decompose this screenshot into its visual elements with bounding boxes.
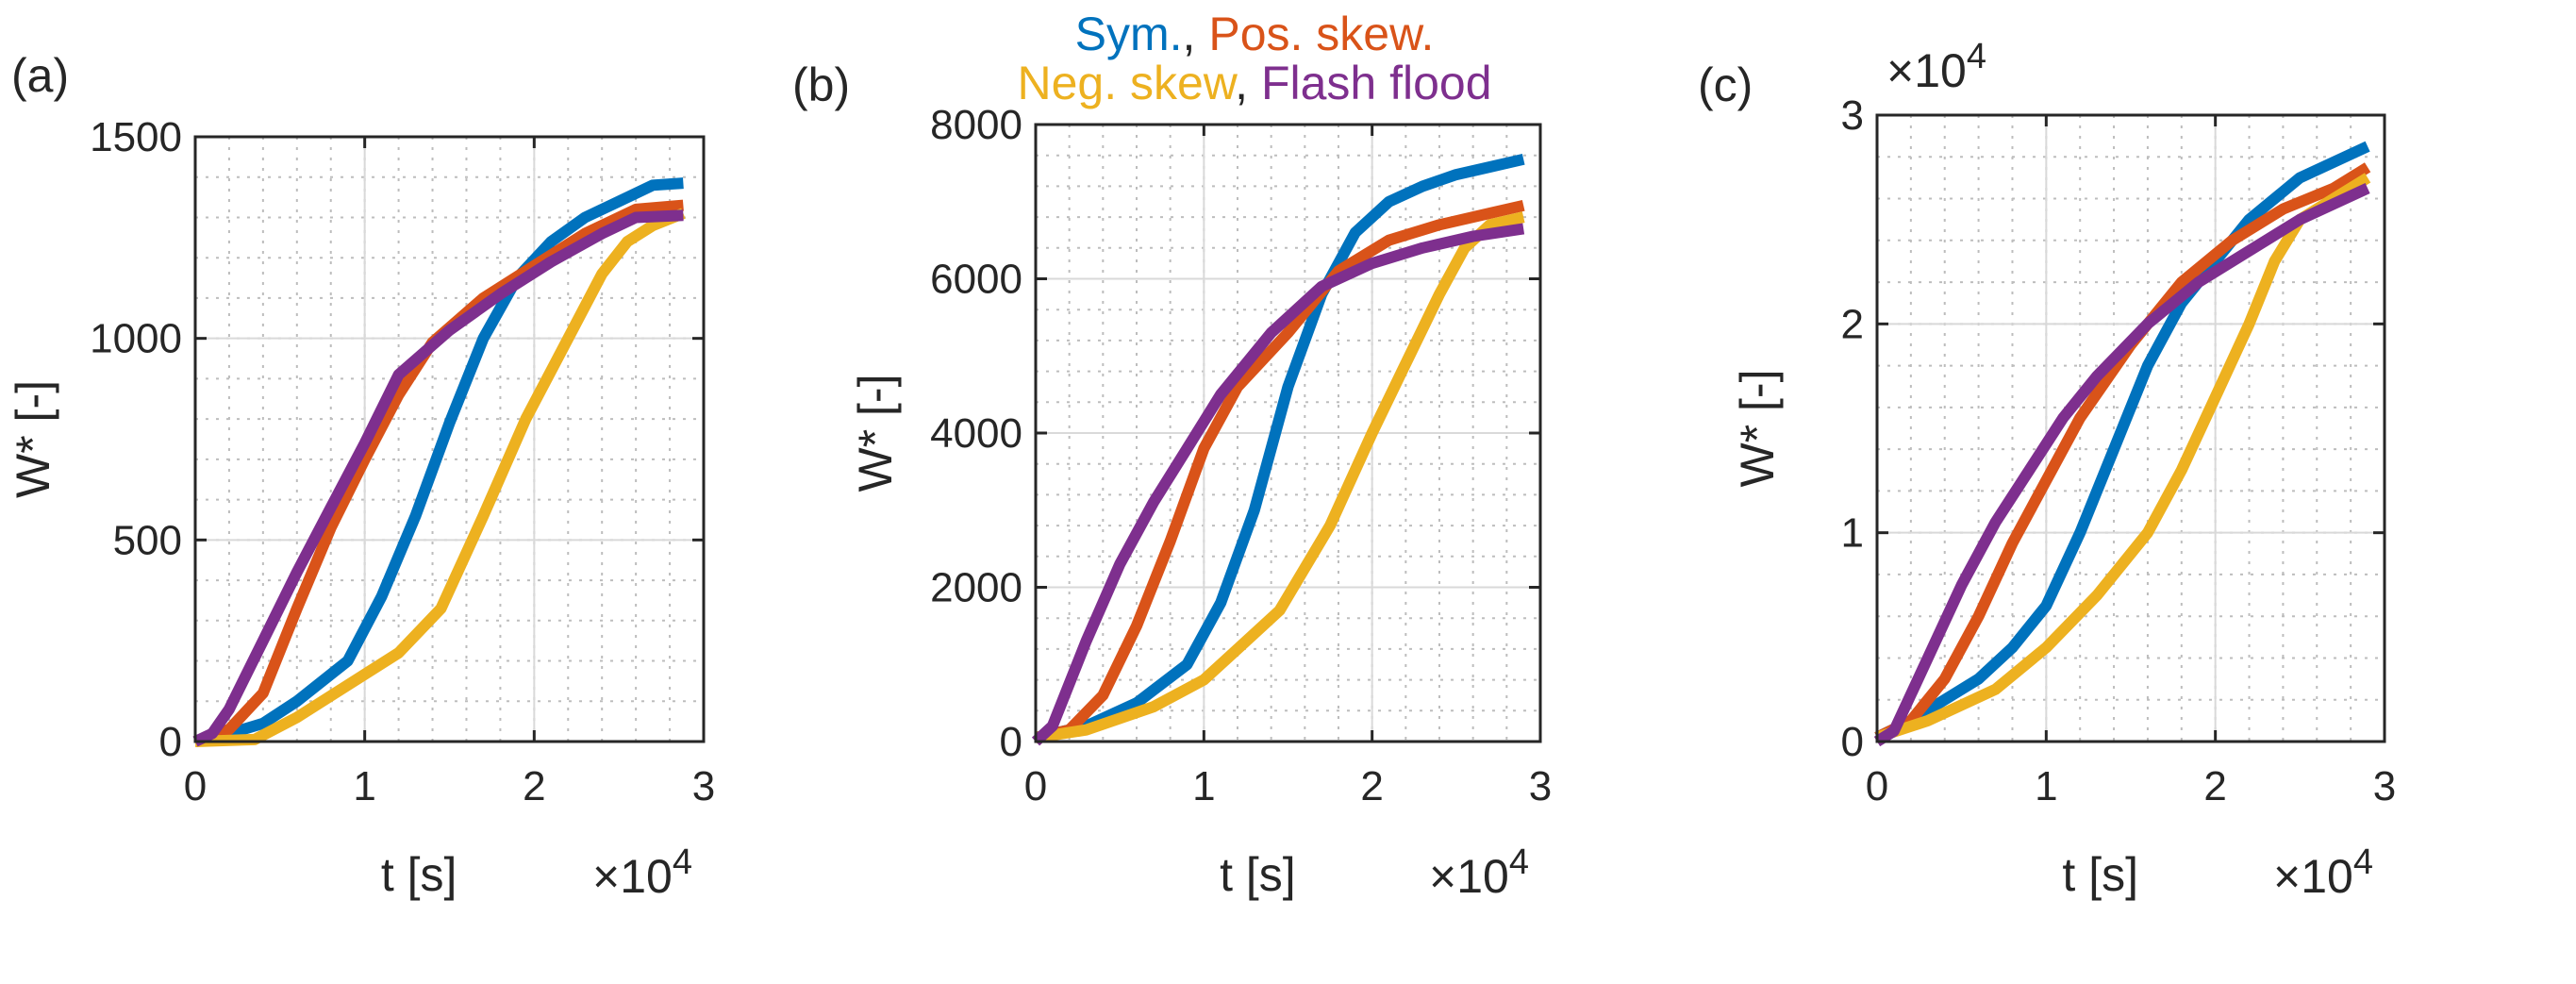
- panel-b: 0 1 2 3 0 2000 4000 6000 8000 (b) t [s] ×104 W* [-]: [792, 58, 1552, 903]
- y-tick-label: 8000: [930, 102, 1022, 148]
- x-exponent-base: ×10: [592, 850, 673, 903]
- y-tick-label: 500: [113, 517, 182, 563]
- x-exponent-power: 4: [1509, 842, 1529, 882]
- series-line-sym: [1034, 153, 1525, 743]
- panel-a: 0 1 2 3 0 500 1000 1500 (a) t [s] ×104 W* [-]: [7, 49, 715, 903]
- y-axis-label: W* [-]: [7, 380, 59, 498]
- y-axis-label: W* [-]: [849, 375, 902, 492]
- y-tick-label: 1500: [90, 114, 182, 160]
- legend-entry: Flash flood: [1261, 57, 1492, 109]
- y-tick-label: 2000: [930, 565, 1022, 611]
- x-tick-label: 1: [353, 763, 375, 809]
- x-tick-label: 0: [1866, 763, 1888, 809]
- axes-box: [193, 135, 706, 743]
- y-exponent-base: ×10: [1886, 44, 1967, 97]
- series-line-sym: [193, 177, 684, 747]
- x-tick-label: 3: [692, 763, 715, 809]
- x-tick-label: 0: [1024, 763, 1047, 809]
- legend-entry: Neg. skew: [1017, 57, 1238, 109]
- y-tick-label: 1000: [90, 316, 182, 362]
- x-tick-label: 3: [2373, 763, 2396, 809]
- series-line-flash-flood: [1873, 183, 2370, 747]
- y-tick-label: 4000: [930, 410, 1022, 457]
- legend-entry: ,: [1235, 57, 1261, 109]
- series-line-neg-skew: [194, 208, 686, 747]
- x-exponent-base: ×10: [2273, 850, 2353, 903]
- series-line-neg-skew: [1035, 211, 1525, 743]
- y-exponent: ×104: [1886, 37, 1986, 97]
- x-tick-label: 1: [1192, 763, 1215, 809]
- x-exponent-power: 4: [673, 842, 692, 882]
- y-tick-label: 3: [1841, 92, 1864, 139]
- series-line-pos-skew: [1874, 162, 2371, 742]
- y-exponent-power: 4: [1967, 37, 1986, 76]
- x-tick-label: 0: [184, 763, 207, 809]
- legend-line-2: Neg. skew, Flash flood: [1017, 57, 1491, 109]
- x-axis-label: t [s]: [2062, 848, 2138, 901]
- series-line-pos-skew: [1034, 199, 1525, 743]
- legend-entry: Pos. skew.: [1208, 8, 1434, 60]
- y-tick-label: 2: [1841, 301, 1864, 347]
- series-group: [1031, 153, 1525, 746]
- x-exponent-base: ×10: [1429, 850, 1509, 903]
- x-tick-label: 2: [523, 763, 545, 809]
- x-exponent: ×104: [2273, 842, 2373, 903]
- y-tick-label: 0: [159, 719, 182, 765]
- y-tick-label: 6000: [930, 257, 1022, 303]
- series-line-pos-skew: [192, 199, 684, 747]
- legend: Sym., Pos. skew. Neg. skew, Flash flood: [1017, 8, 1491, 109]
- x-tick-label: 1: [2035, 763, 2057, 809]
- legend-entry: Sym.: [1075, 8, 1183, 60]
- series-group: [192, 177, 686, 747]
- x-tick-label: 3: [1529, 763, 1552, 809]
- x-axis-label: t [s]: [1220, 848, 1296, 901]
- x-axis-label: t [s]: [381, 848, 457, 901]
- series-line-flash-flood: [1031, 223, 1525, 746]
- legend-line-1: Sym., Pos. skew.: [1075, 8, 1435, 60]
- series-group: [1873, 141, 2371, 747]
- panel-label: (c): [1698, 58, 1753, 111]
- x-exponent-power: 4: [2353, 842, 2373, 882]
- series-line-sym: [1874, 141, 2370, 742]
- ticks: 0 1 2 3 0 2000 4000 6000 8000: [930, 102, 1552, 809]
- axes-box: [1875, 113, 2386, 743]
- x-exponent: ×104: [1429, 842, 1529, 903]
- y-tick-label: 0: [1841, 719, 1864, 765]
- series-line-flash-flood: [192, 209, 684, 747]
- ticks: 0 1 2 3 0 1 2 3: [1841, 92, 2397, 809]
- ticks: 0 1 2 3 0 500 1000 1500: [90, 114, 715, 809]
- x-exponent: ×104: [592, 842, 692, 903]
- y-tick-label: 1: [1841, 510, 1864, 557]
- x-tick-label: 2: [2203, 763, 2226, 809]
- y-axis-label: W* [-]: [1731, 370, 1784, 488]
- panel-label: (a): [11, 49, 69, 102]
- legend-entry: ,: [1183, 8, 1209, 60]
- x-tick-label: 2: [1360, 763, 1383, 809]
- series-line-neg-skew: [1875, 173, 2371, 743]
- panel-label: (b): [792, 58, 850, 111]
- y-tick-label: 0: [1000, 719, 1022, 765]
